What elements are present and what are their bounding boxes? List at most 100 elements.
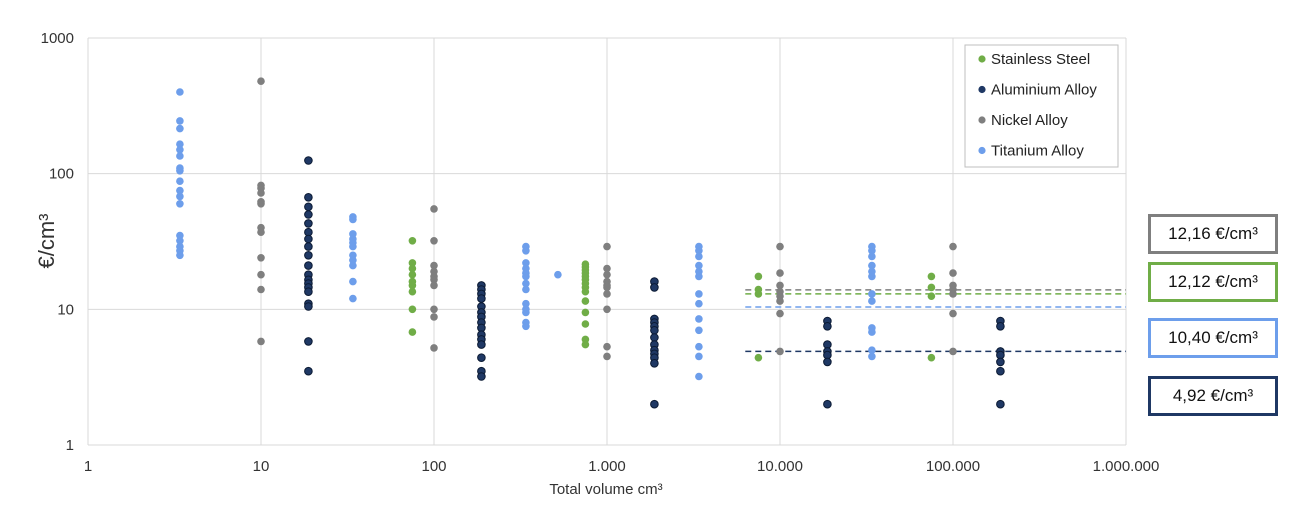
legend-frame bbox=[964, 44, 1119, 168]
data-point bbox=[927, 353, 936, 362]
data-point bbox=[581, 287, 590, 296]
data-point bbox=[176, 192, 184, 201]
data-point bbox=[695, 252, 703, 261]
data-point bbox=[603, 352, 611, 361]
data-point bbox=[477, 294, 486, 303]
data-point bbox=[176, 88, 184, 96]
data-point bbox=[176, 177, 184, 185]
data-point bbox=[603, 264, 611, 273]
data-point bbox=[257, 228, 265, 236]
data-point bbox=[408, 287, 417, 296]
data-point bbox=[304, 366, 313, 376]
data-point bbox=[304, 242, 313, 251]
legend-marker bbox=[978, 116, 986, 124]
x-axis-title: Total volume cm³ bbox=[549, 481, 662, 498]
data-point bbox=[408, 264, 417, 273]
data-point bbox=[477, 340, 486, 349]
y-axis-title: €/cm³ bbox=[34, 214, 59, 269]
data-point bbox=[650, 333, 659, 342]
data-point bbox=[304, 156, 313, 165]
data-point bbox=[868, 352, 876, 361]
data-point bbox=[430, 305, 438, 314]
x-tick-label: 10 bbox=[253, 458, 270, 475]
data-point bbox=[868, 261, 876, 270]
data-point bbox=[695, 261, 703, 270]
data-point bbox=[304, 234, 313, 244]
data-point bbox=[522, 259, 530, 267]
x-tick-label: 100.000 bbox=[926, 458, 980, 475]
data-point bbox=[823, 357, 832, 367]
legend-marker bbox=[978, 146, 986, 155]
reference-box-aluminium: 4,92 €/cm³ bbox=[1148, 376, 1278, 416]
data-point bbox=[996, 399, 1005, 409]
data-point bbox=[477, 372, 486, 381]
x-tick-label: 10.000 bbox=[757, 458, 803, 475]
data-point bbox=[304, 193, 313, 202]
x-tick-label: 1.000.000 bbox=[1093, 458, 1160, 475]
data-point bbox=[408, 281, 417, 290]
data-point bbox=[581, 335, 590, 344]
data-point bbox=[349, 215, 357, 224]
data-point bbox=[927, 272, 936, 281]
data-point bbox=[695, 352, 703, 361]
data-point bbox=[176, 251, 184, 260]
data-point bbox=[304, 210, 313, 219]
data-point bbox=[695, 342, 703, 351]
data-point bbox=[257, 285, 265, 294]
data-point bbox=[554, 270, 562, 279]
reference-box-stainless: 12,12 €/cm³ bbox=[1148, 262, 1278, 302]
data-point bbox=[349, 242, 357, 251]
data-point bbox=[257, 270, 265, 279]
data-point bbox=[868, 346, 876, 355]
reference-box-titanium: 10,40 €/cm³ bbox=[1148, 318, 1278, 358]
data-point bbox=[176, 167, 184, 175]
data-point bbox=[522, 247, 530, 255]
data-point bbox=[349, 256, 357, 265]
data-point bbox=[868, 328, 876, 336]
data-point bbox=[776, 281, 784, 290]
data-point bbox=[996, 322, 1005, 331]
data-point bbox=[823, 322, 832, 331]
data-point bbox=[304, 251, 313, 260]
data-point bbox=[823, 399, 832, 409]
data-point bbox=[927, 283, 936, 292]
data-point bbox=[408, 259, 417, 267]
data-point bbox=[176, 117, 184, 125]
data-point bbox=[408, 270, 417, 279]
data-point bbox=[868, 290, 876, 298]
data-point bbox=[408, 328, 417, 336]
data-point bbox=[695, 272, 703, 281]
data-point bbox=[430, 205, 438, 213]
data-point bbox=[257, 337, 265, 346]
data-point bbox=[603, 242, 611, 251]
data-point bbox=[257, 77, 265, 85]
data-point bbox=[581, 297, 590, 305]
data-point bbox=[349, 294, 357, 303]
data-point bbox=[430, 237, 438, 245]
data-point bbox=[581, 340, 590, 349]
data-points bbox=[176, 77, 1005, 409]
data-point bbox=[695, 290, 703, 298]
data-point bbox=[754, 290, 763, 298]
x-tick-label: 1.000 bbox=[588, 458, 626, 475]
data-point bbox=[949, 269, 957, 277]
data-point bbox=[176, 124, 184, 133]
data-point bbox=[304, 287, 313, 297]
data-point bbox=[868, 247, 876, 255]
data-point bbox=[257, 189, 265, 197]
data-point bbox=[430, 261, 438, 270]
data-point bbox=[868, 297, 876, 305]
data-point bbox=[176, 140, 184, 148]
data-point bbox=[996, 357, 1005, 367]
data-point bbox=[695, 247, 703, 255]
data-point bbox=[949, 242, 957, 251]
data-point bbox=[603, 305, 611, 314]
data-point bbox=[581, 320, 590, 328]
data-point bbox=[776, 242, 784, 251]
data-point bbox=[776, 309, 784, 318]
data-point bbox=[603, 283, 611, 292]
reference-lines bbox=[745, 289, 1126, 353]
data-point bbox=[695, 326, 703, 335]
legend-label: Titanium Alloy bbox=[991, 143, 1084, 160]
data-point bbox=[304, 219, 313, 228]
